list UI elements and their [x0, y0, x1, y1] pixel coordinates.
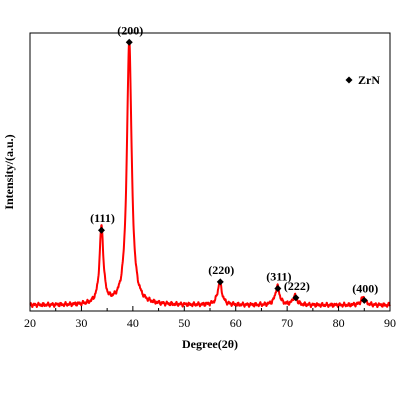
legend-marker-diamond-icon	[345, 76, 353, 84]
x-tick-label: 60	[230, 316, 242, 330]
peak-marker-diamond-icon	[274, 284, 282, 292]
y-axis-title: Intensity/(a.u.)	[2, 134, 16, 209]
x-tick-label: 70	[281, 316, 293, 330]
peak-marker-diamond-icon	[216, 278, 224, 286]
peak-marker-diamond-icon	[292, 294, 300, 302]
plot-area	[29, 39, 391, 309]
x-tick-label: 50	[178, 316, 190, 330]
peak-marker-diamond-icon	[360, 296, 368, 304]
peak-label: (111)	[90, 211, 115, 225]
peak-label: (220)	[208, 263, 234, 277]
peak-annotations: (111) (200) (220) (311)(222) (400)	[90, 23, 378, 304]
x-axis-title: Degree(2θ)	[182, 337, 238, 351]
x-tick-label: 20	[24, 316, 36, 330]
x-tick-label: 90	[384, 316, 396, 330]
peak-marker-diamond-icon	[97, 226, 105, 234]
series-line-zrn	[29, 39, 391, 309]
peak-label: (400)	[352, 281, 378, 295]
peak-label: (311)	[266, 269, 291, 283]
x-axis: 20 30 40 50 60 70 80 90	[24, 306, 396, 330]
x-tick-label: 30	[75, 316, 87, 330]
x-tick-label: 80	[333, 316, 345, 330]
peak-marker-diamond-icon	[125, 38, 133, 46]
peak-label: (200)	[117, 23, 143, 37]
x-tick-label: 40	[127, 316, 139, 330]
legend-label: ZrN	[358, 73, 380, 87]
legend: ZrN	[345, 73, 380, 87]
peak-label: (222)	[284, 279, 310, 293]
